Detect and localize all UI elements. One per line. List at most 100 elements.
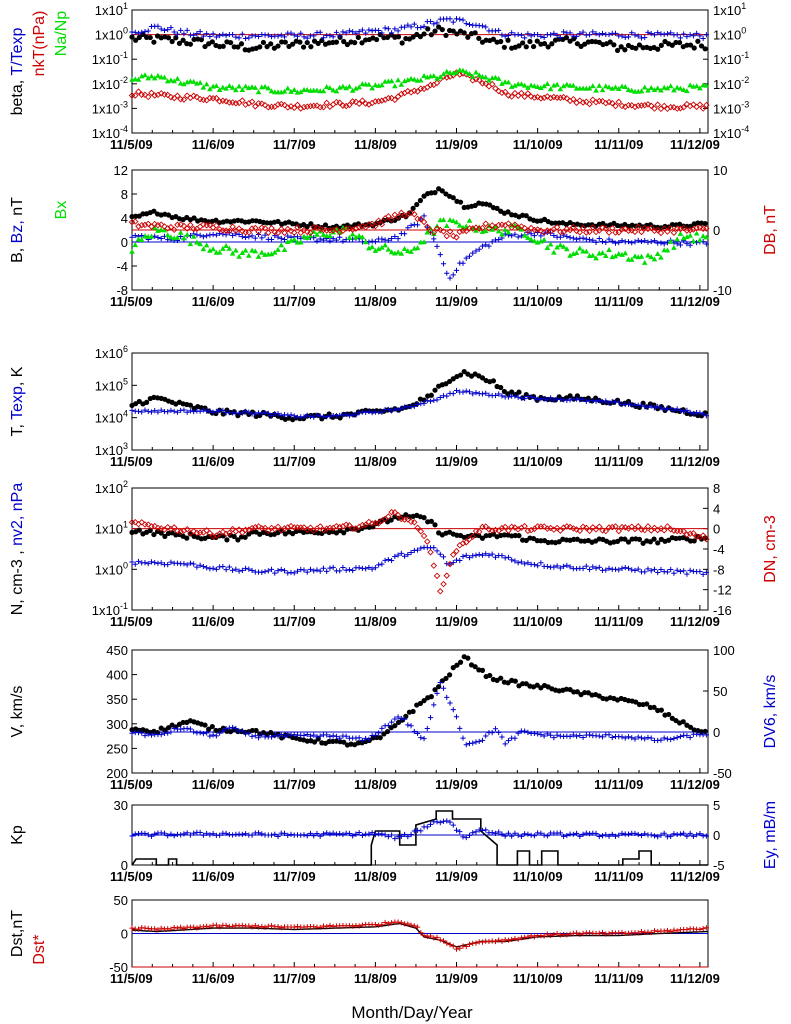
data-point bbox=[450, 707, 456, 713]
data-point bbox=[268, 41, 274, 47]
data-point bbox=[466, 21, 473, 28]
data-point bbox=[264, 44, 270, 50]
data-point bbox=[658, 240, 664, 246]
data-point bbox=[574, 41, 580, 47]
data-point bbox=[135, 76, 142, 82]
y-tick-label-base: 1x10 bbox=[95, 522, 123, 537]
data-point bbox=[619, 33, 625, 39]
data-point bbox=[129, 34, 135, 40]
data-point bbox=[641, 84, 648, 90]
data-point bbox=[615, 98, 622, 106]
plot-frame-V bbox=[131, 649, 709, 774]
data-point bbox=[664, 569, 671, 575]
data-point bbox=[684, 33, 690, 40]
data-point bbox=[521, 82, 528, 88]
y-tick-label-exp: -3 bbox=[120, 99, 128, 109]
data-point bbox=[636, 42, 643, 48]
data-point bbox=[174, 31, 181, 37]
data-point bbox=[148, 833, 155, 839]
data-point bbox=[661, 31, 667, 37]
data-point bbox=[618, 226, 626, 233]
data-point bbox=[469, 225, 476, 232]
data-point bbox=[651, 256, 658, 262]
data-point bbox=[463, 539, 470, 546]
data-point bbox=[541, 933, 547, 939]
data-point bbox=[365, 518, 373, 526]
data-point bbox=[661, 830, 667, 836]
data-point bbox=[460, 389, 466, 395]
y-axis-label3-Dst-part: Dst* bbox=[31, 934, 48, 964]
data-point bbox=[385, 406, 391, 413]
data-point bbox=[233, 566, 239, 572]
data-point bbox=[538, 85, 544, 91]
data-point bbox=[350, 923, 356, 929]
panel-B: 11/5/09 11/6/09 11/7/09 11/8/09 11/9/09 11/10… bbox=[110, 169, 720, 309]
data-point bbox=[148, 89, 155, 97]
data-point bbox=[136, 527, 142, 533]
data-point bbox=[204, 730, 210, 736]
data-point bbox=[157, 221, 165, 228]
data-point bbox=[235, 225, 243, 232]
y-axis-label3-B: Bx bbox=[53, 201, 70, 220]
data-point bbox=[161, 27, 168, 33]
data-point bbox=[583, 524, 590, 532]
data-point bbox=[320, 923, 327, 929]
data-point bbox=[144, 93, 152, 101]
y-axis-label-T-part: Texp bbox=[9, 386, 26, 420]
data-point bbox=[453, 219, 460, 225]
data-point bbox=[596, 82, 603, 88]
data-point bbox=[287, 103, 295, 110]
data-point bbox=[427, 549, 434, 556]
data-point bbox=[252, 224, 259, 232]
data-point bbox=[596, 32, 602, 38]
data-point bbox=[216, 87, 223, 93]
data-point bbox=[583, 248, 590, 254]
data-point bbox=[411, 403, 417, 409]
data-point bbox=[470, 391, 476, 397]
data-point bbox=[353, 412, 359, 418]
y2-tick-label-base: 1x10 bbox=[713, 101, 741, 116]
data-point bbox=[171, 833, 177, 839]
data-point bbox=[167, 93, 175, 101]
data-point bbox=[460, 735, 466, 741]
data-point bbox=[297, 89, 304, 95]
data-point bbox=[622, 524, 629, 531]
data-point bbox=[217, 832, 223, 838]
data-point bbox=[171, 78, 177, 84]
data-point bbox=[681, 409, 687, 415]
data-point bbox=[301, 414, 307, 420]
data-point bbox=[291, 570, 297, 576]
data-point bbox=[677, 831, 684, 837]
data-point bbox=[187, 402, 194, 408]
data-point bbox=[139, 29, 145, 35]
data-point bbox=[550, 226, 558, 233]
data-point bbox=[444, 818, 450, 824]
data-point bbox=[606, 84, 612, 90]
data-point bbox=[693, 230, 700, 236]
data-point bbox=[285, 233, 291, 239]
data-point bbox=[427, 821, 434, 827]
data-point bbox=[593, 255, 599, 261]
data-point bbox=[525, 831, 531, 837]
y-tick-label: 50 bbox=[114, 893, 128, 908]
data-point bbox=[567, 393, 573, 399]
data-point bbox=[139, 730, 145, 736]
data-point bbox=[317, 236, 323, 242]
data-point bbox=[505, 92, 512, 99]
data-point bbox=[528, 933, 534, 939]
data-point bbox=[548, 395, 554, 401]
x-date-label: 11/9/09 bbox=[435, 454, 478, 469]
data-point bbox=[165, 725, 172, 731]
data-point bbox=[632, 567, 638, 574]
data-point bbox=[434, 690, 440, 696]
data-point bbox=[615, 527, 622, 535]
data-point bbox=[297, 39, 303, 45]
data-point bbox=[262, 83, 268, 89]
data-point bbox=[576, 229, 584, 236]
data-point bbox=[516, 533, 522, 539]
data-point bbox=[544, 563, 550, 570]
data-point bbox=[421, 31, 427, 37]
data-point bbox=[599, 30, 606, 37]
data-point bbox=[417, 34, 424, 40]
data-point bbox=[401, 831, 408, 838]
